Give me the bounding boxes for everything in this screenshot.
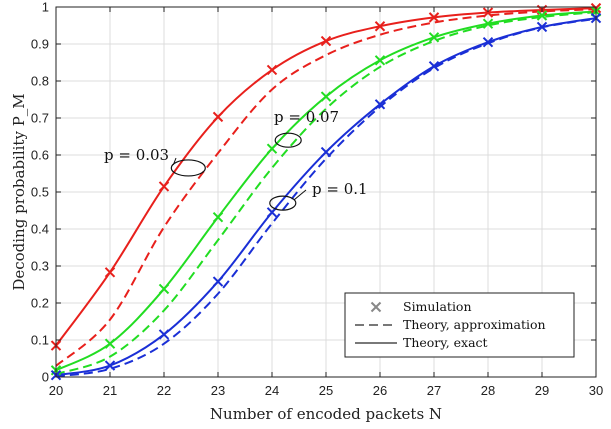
simulation-point [482, 18, 494, 29]
annotation-ellipse [274, 132, 302, 148]
y-tick-label: 0.9 [31, 37, 49, 52]
legend-marker-icon [370, 301, 382, 313]
approximation-line [55, 17, 597, 378]
x-tick-label: 20 [49, 383, 63, 398]
simulation-point [320, 146, 332, 158]
x-tick-label: 25 [319, 383, 333, 398]
simulation-point [374, 55, 386, 66]
axis-ticks: 20 21 22 23 24 25 26 27 28 29 30 0 0.1 0.2 0.3 0.4 0.5 0.… [31, 0, 603, 398]
x-tick-label: 21 [103, 383, 117, 398]
marker-stroke [320, 146, 332, 158]
annotation-leader [172, 157, 177, 166]
marker-stroke [428, 32, 440, 43]
x-tick-label: 28 [481, 383, 495, 398]
simulation-point [374, 99, 386, 110]
simulation-point [428, 12, 440, 23]
annotation-label: p = 0.03 [104, 146, 169, 164]
y-tick-label: 0.2 [31, 296, 49, 311]
simulation-point [212, 276, 224, 287]
x-axis-label: Number of encoded packets N [210, 405, 442, 423]
marker-stroke [158, 181, 170, 192]
simulation-point [158, 329, 170, 340]
simulation-point [374, 21, 386, 32]
legend: Simulation Theory, approximation Theory, e… [344, 292, 575, 358]
simulation-point [482, 7, 494, 18]
x-tick-label: 22 [157, 383, 171, 398]
annotation-ellipse [269, 195, 297, 211]
y-tick-label: 0.4 [31, 222, 49, 237]
marker-stroke [266, 64, 278, 76]
marker-stroke [320, 35, 332, 47]
x-tick-label: 30 [589, 383, 603, 398]
simulation-point [320, 91, 332, 102]
marker-stroke [104, 267, 116, 278]
legend-entry-label: Theory, exact [403, 335, 488, 350]
y-tick-label: 0.1 [31, 333, 49, 348]
approximation-line [55, 8, 597, 367]
marker-stroke [104, 360, 116, 371]
marker-stroke [266, 143, 278, 154]
marker-stroke [482, 18, 494, 29]
x-tick-label: 29 [535, 383, 549, 398]
annotation-label: p = 0.1 [312, 180, 368, 198]
y-tick-label: 0 [42, 370, 49, 385]
y-tick-label: 0.5 [31, 185, 49, 200]
simulation-point [212, 111, 224, 123]
marker-stroke [536, 10, 548, 21]
marker-stroke [482, 36, 494, 48]
simulation-point [158, 283, 170, 295]
annotation-label: p = 0.07 [274, 108, 339, 126]
simulation-point [266, 64, 278, 76]
simulation-point [266, 143, 278, 154]
x-tick-label: 26 [373, 383, 387, 398]
exact-line [55, 10, 597, 372]
x-tick-label: 23 [211, 383, 225, 398]
exact-line [55, 7, 597, 347]
y-tick-label: 0.3 [31, 259, 49, 274]
marker-stroke [158, 283, 170, 295]
marker-stroke [212, 276, 224, 287]
y-tick-label: 1 [42, 0, 49, 15]
y-tick-label: 0.6 [31, 148, 49, 163]
approximation-line [55, 11, 597, 375]
marker-stroke [212, 111, 224, 123]
annotation-ellipse [170, 159, 206, 177]
simulation-point [158, 181, 170, 192]
marker-stroke [428, 12, 440, 23]
marker-stroke [428, 60, 440, 72]
y-tick-label: 0.8 [31, 74, 49, 89]
simulation-point [428, 60, 440, 72]
x-tick-label: 24 [265, 383, 279, 398]
marker-stroke [212, 211, 224, 223]
annotations: p = 0.03 p = 0.07 p = 0.1 [104, 108, 368, 211]
simulation-point [320, 35, 332, 47]
marker-stroke [370, 301, 382, 313]
simulation-point [536, 21, 548, 33]
marker-stroke [374, 21, 386, 32]
simulation-point [104, 360, 116, 371]
simulation-point [536, 10, 548, 21]
simulation-point [428, 32, 440, 43]
marker-stroke [158, 329, 170, 340]
y-tick-label: 0.7 [31, 111, 49, 126]
marker-stroke [374, 99, 386, 110]
simulation-point [212, 211, 224, 223]
annotation-leader [293, 189, 307, 201]
x-tick-label: 27 [427, 383, 441, 398]
simulation-point [104, 338, 116, 349]
marker-stroke [104, 338, 116, 349]
simulation-point [482, 36, 494, 48]
legend-entry-label: Simulation [403, 299, 472, 314]
marker-stroke [482, 7, 494, 18]
simulation-point [104, 267, 116, 278]
legend-entry-label: Theory, approximation [403, 317, 546, 332]
marker-stroke [374, 55, 386, 66]
marker-stroke [320, 91, 332, 102]
y-axis-label: Decoding probability P_M [10, 93, 28, 290]
marker-stroke [536, 21, 548, 33]
